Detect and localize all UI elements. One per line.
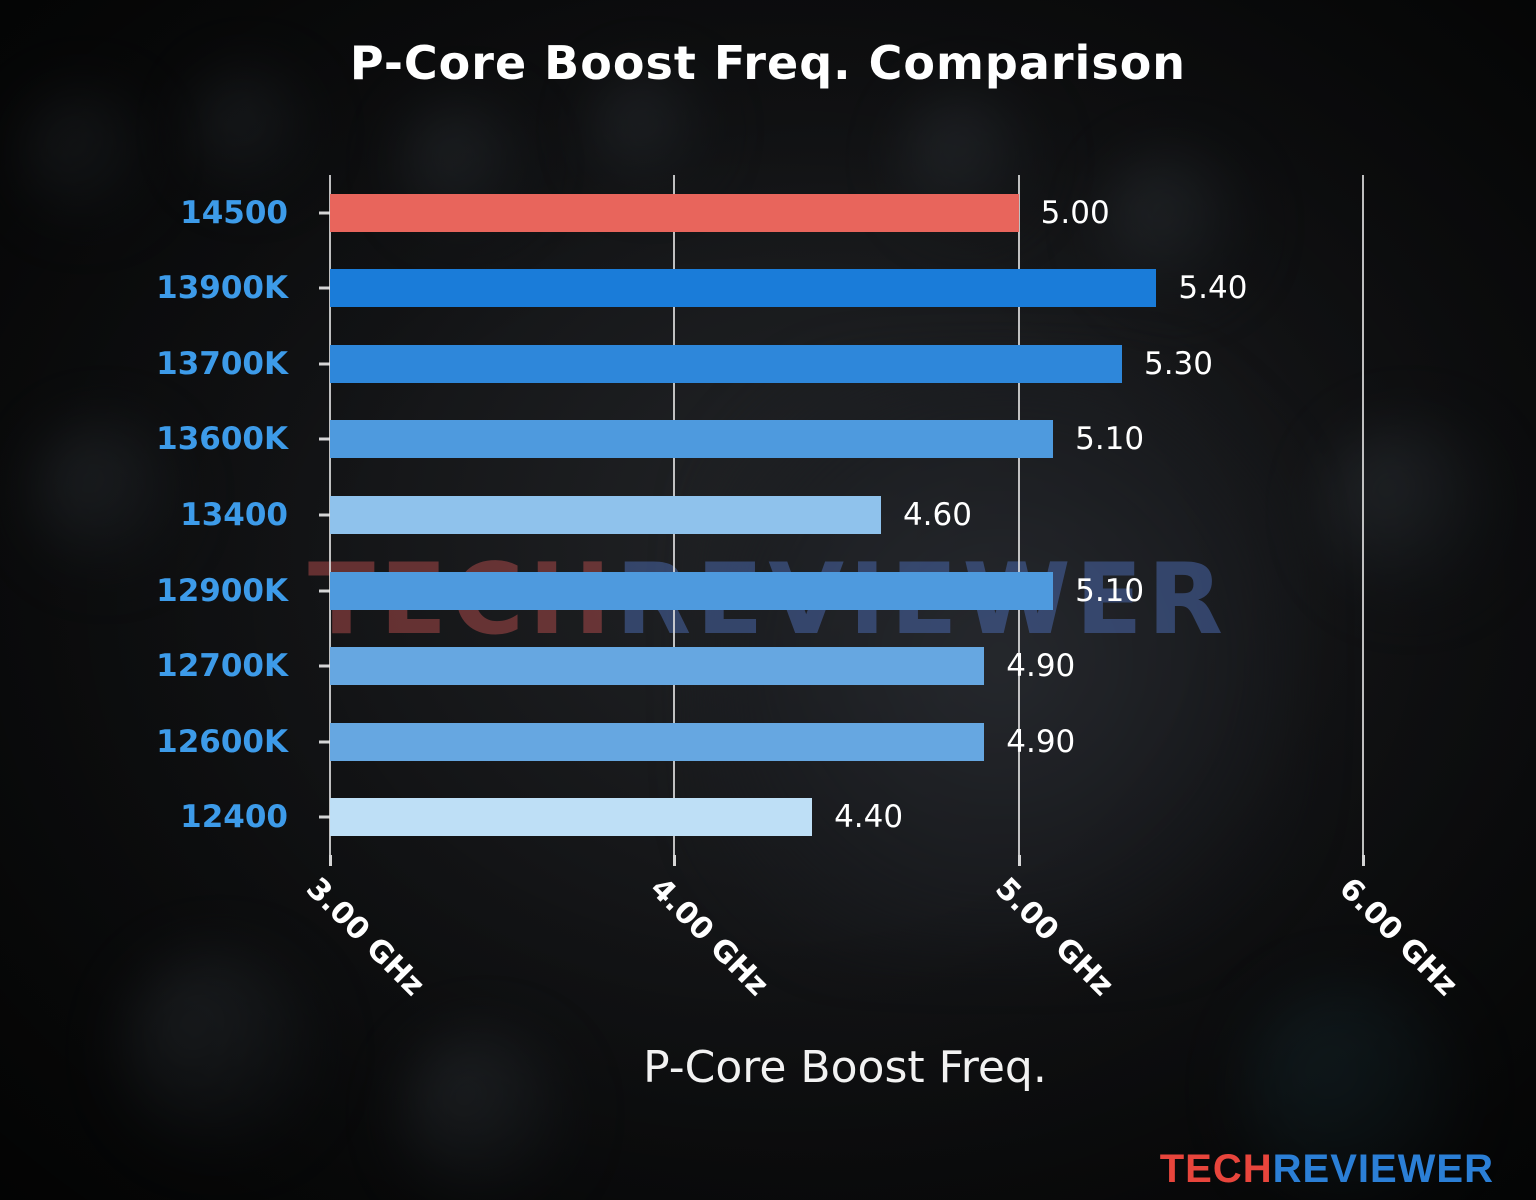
x-tick-mark [329,855,332,866]
plot-area: 14500 5.00 13900K 5.40 13700K 5.30 13600K 5.10 1… [156,175,1456,855]
bar-12600K [330,722,985,761]
x-tick-label: 4.00 GHz [643,871,776,1003]
category-label: 14500 [180,194,288,231]
brand-logo: TECHREVIEWER [1160,1147,1494,1192]
x-tick-label: 6.00 GHz [1332,871,1465,1003]
category-label: 13400 [180,496,288,533]
bar-13900K [330,269,1157,308]
brand-logo-tech-text: TECH [1159,1147,1273,1191]
bar-row: 12900K 5.10 [156,553,1456,629]
y-tick-mark [319,664,330,668]
y-tick-mark [319,437,330,441]
bar-row: 12600K 4.90 [156,704,1456,780]
x-axis: 3.00 GHz 4.00 GHz 5.00 GHz 6.00 GHz [299,855,1464,1055]
value-label: 4.90 [1006,723,1076,760]
bar-14500 [330,193,1019,232]
y-tick-mark [319,740,330,744]
chart-title: P-Core Boost Freq. Comparison [349,36,1187,90]
bar-12900K [330,571,1054,610]
y-tick-mark [319,513,330,517]
category-label: 13600K [156,421,288,458]
bar-row: 12400 4.40 [180,779,1456,855]
y-tick-mark [319,589,330,593]
value-label: 5.30 [1143,345,1214,382]
y-tick-mark [319,286,330,290]
brand-logo-reviewer-text: REVIEWER [1272,1147,1494,1191]
y-tick-mark [319,362,330,366]
value-label: 4.90 [1006,648,1076,685]
category-label: 12700K [156,648,288,685]
bar-row: 13900K 5.40 [156,251,1456,327]
bar-row: 13400 4.60 [180,477,1456,553]
category-label: 12900K [156,572,288,609]
category-label: 13900K [156,270,288,307]
x-axis-label: P-Core Boost Freq. [643,1042,1047,1093]
bar-13600K [330,420,1054,459]
value-label: 5.00 [1040,194,1110,231]
y-tick-mark [319,211,330,215]
bar-13400 [330,495,881,534]
gridline [1017,175,1020,855]
bar-row: 14500 5.00 [180,175,1456,251]
category-label: 12400 [180,799,288,836]
x-tick-mark [673,855,677,866]
value-label: 5.10 [1075,421,1145,458]
y-tick-mark [319,815,330,819]
value-label: 5.40 [1178,270,1248,307]
bar-row: 13600K 5.10 [156,402,1456,478]
x-tick-mark [1362,855,1366,866]
bar-13700K [330,344,1122,383]
bar-row: 12700K 4.90 [156,628,1456,704]
category-label: 13700K [156,345,288,382]
x-tick-label: 5.00 GHz [987,871,1120,1003]
gridline [1362,175,1365,855]
value-label: 4.40 [834,799,904,836]
bar-12700K [330,647,985,686]
value-label: 5.10 [1075,572,1145,609]
value-label: 4.60 [902,496,972,533]
x-tick-mark [1017,855,1021,866]
bar-12400 [330,798,813,837]
bar-row: 13700K 5.30 [156,326,1456,402]
category-label: 12600K [156,723,288,760]
